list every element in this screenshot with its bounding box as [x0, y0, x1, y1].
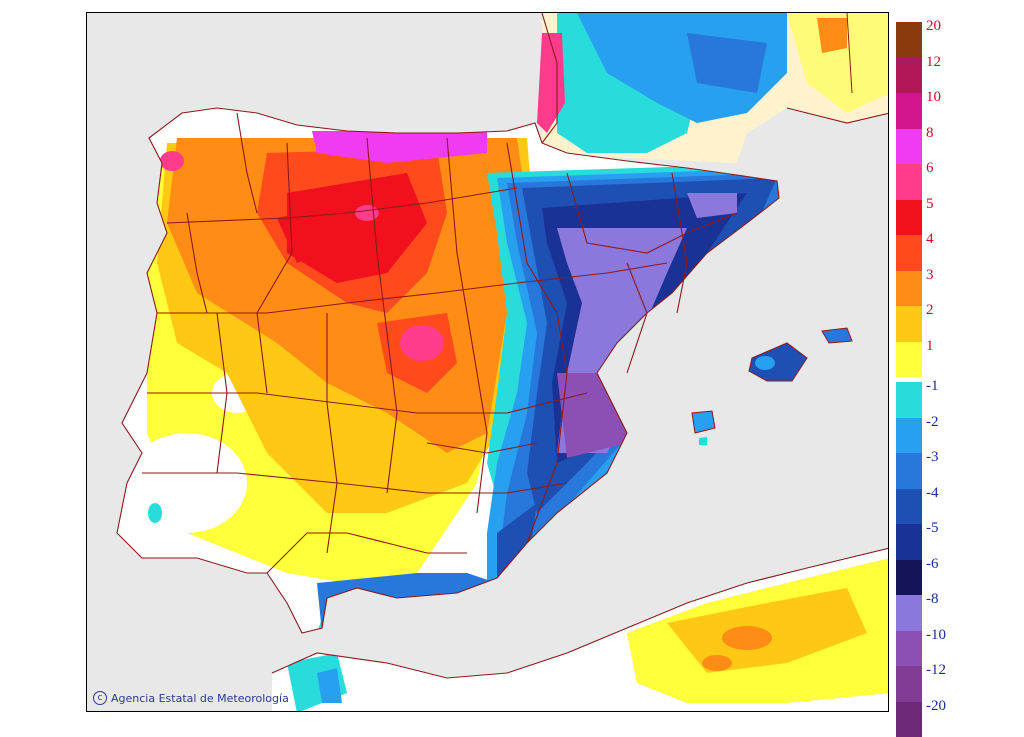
legend-swatch-positive — [896, 129, 922, 165]
legend-label-negative: -8 — [926, 591, 939, 607]
legend-swatch-positive — [896, 22, 922, 58]
legend-swatch-negative — [896, 595, 922, 631]
map-canvas — [87, 13, 889, 712]
legend-swatch-negative — [896, 666, 922, 702]
legend-label-positive: 4 — [926, 231, 934, 247]
legend-swatch-negative — [896, 560, 922, 596]
legend-swatch-positive — [896, 200, 922, 236]
legend-swatch-negative — [896, 702, 922, 737]
legend-swatch-positive — [896, 58, 922, 94]
legend-label-negative: -12 — [926, 662, 946, 678]
credit-text: Agencia Estatal de Meteorología — [111, 692, 289, 705]
legend-label-positive: 12 — [926, 54, 941, 70]
legend-label-negative: -20 — [926, 698, 946, 714]
legend-label-negative: -5 — [926, 520, 939, 536]
anomaly-map: c Agencia Estatal de Meteorología — [86, 12, 889, 712]
legend-label-negative: -10 — [926, 627, 946, 643]
legend-swatch-negative — [896, 418, 922, 454]
legend-label-negative: -2 — [926, 414, 939, 430]
legend-label-positive: 2 — [926, 302, 934, 318]
legend-label-negative: -1 — [926, 378, 939, 394]
legend-label-positive: 6 — [926, 160, 934, 176]
legend-swatch-positive — [896, 164, 922, 200]
legend-swatch-negative — [896, 489, 922, 525]
copyright-icon: c — [93, 691, 107, 705]
legend-label-positive: 10 — [926, 89, 941, 105]
legend-label-negative: -4 — [926, 485, 939, 501]
legend-swatch-negative — [896, 453, 922, 489]
legend-swatch-positive — [896, 342, 922, 378]
credit-label: c Agencia Estatal de Meteorología — [93, 691, 289, 705]
legend-label-positive: 5 — [926, 196, 934, 212]
legend-label-negative: -6 — [926, 556, 939, 572]
legend-swatch-positive — [896, 235, 922, 271]
legend-swatch-negative — [896, 524, 922, 560]
legend-swatch-positive — [896, 271, 922, 307]
legend-swatch-negative — [896, 382, 922, 418]
legend-label-positive: 3 — [926, 267, 934, 283]
legend-swatch-positive — [896, 93, 922, 129]
legend-swatch-positive — [896, 306, 922, 342]
legend-label-positive: 1 — [926, 338, 934, 354]
legend-swatch-negative — [896, 631, 922, 667]
legend-label-positive: 8 — [926, 125, 934, 141]
legend-label-positive: 20 — [926, 18, 941, 34]
legend-label-negative: -3 — [926, 449, 939, 465]
